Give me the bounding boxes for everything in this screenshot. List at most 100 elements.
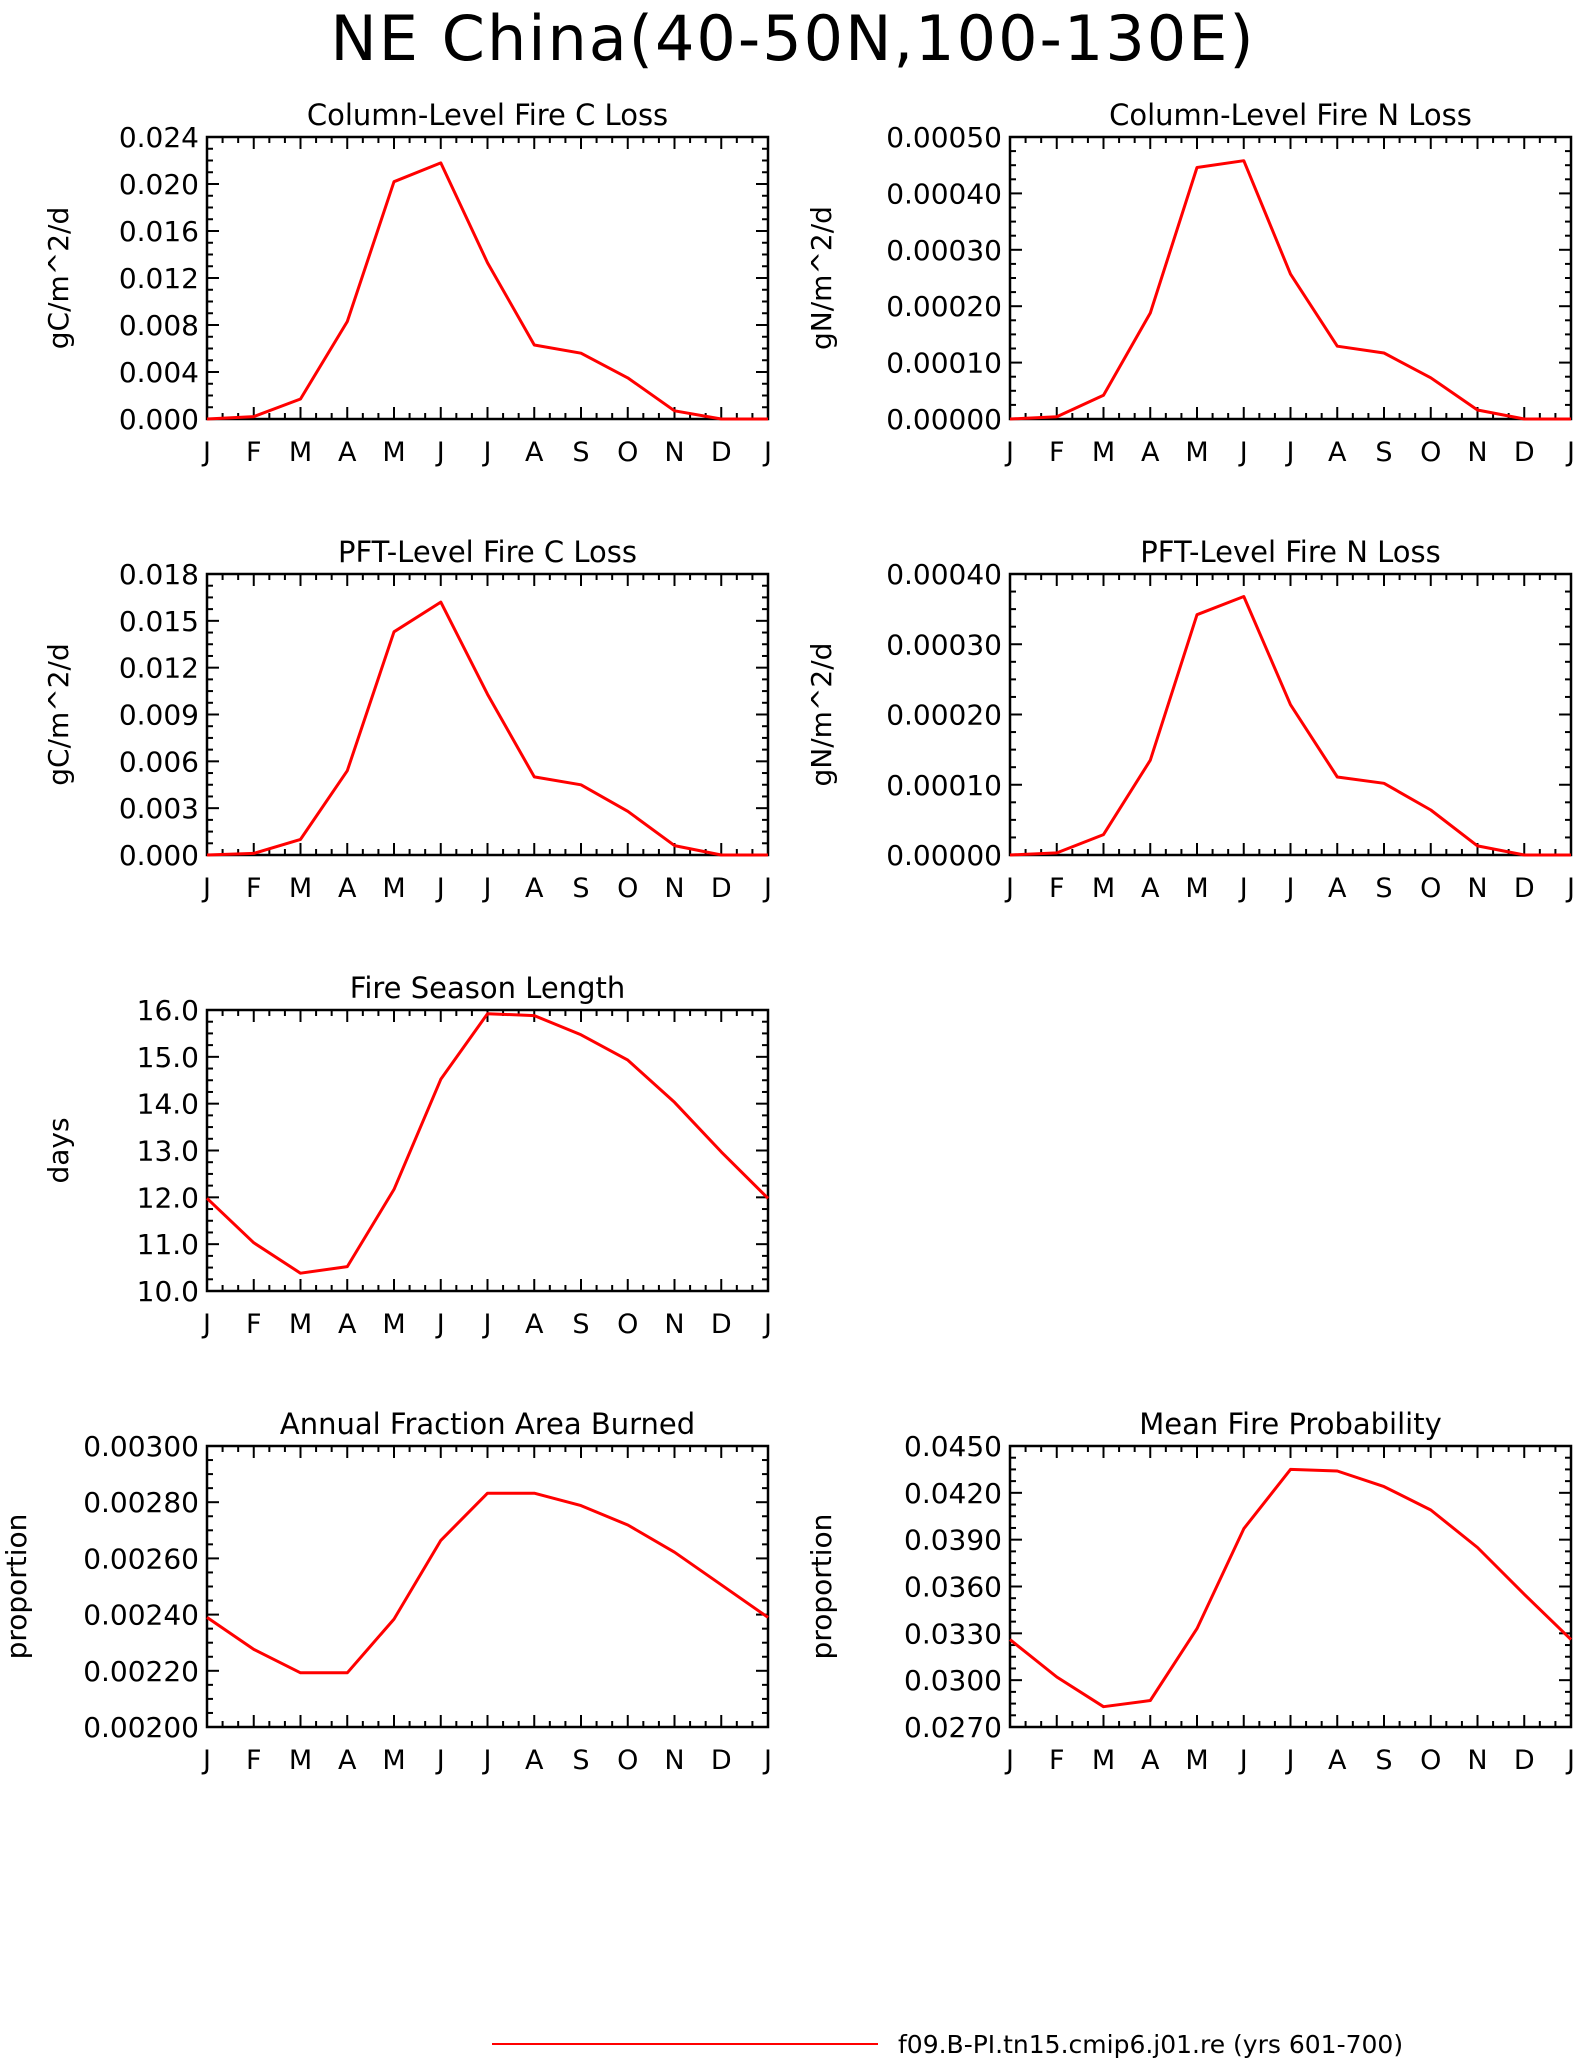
y-axis-label: proportion: [805, 1514, 838, 1660]
y-tick-label: 16.0: [137, 994, 199, 1027]
y-tick-label: 13.0: [137, 1135, 199, 1168]
y-tick-label: 15.0: [137, 1041, 199, 1074]
x-tick-label: S: [1375, 873, 1392, 904]
x-tick-label: J: [1004, 873, 1014, 904]
plot-frame: [205, 572, 770, 857]
x-tick-label: M: [1092, 873, 1115, 904]
y-tick-label: 0.0270: [904, 1711, 1002, 1744]
x-tick-label: J: [435, 437, 445, 468]
x-tick-label: S: [1375, 1745, 1392, 1776]
series-line: [1009, 1467, 1573, 1709]
x-tick-label: A: [1141, 1745, 1160, 1776]
x-tick-label: O: [617, 1309, 638, 1340]
chart-title: Column-Level Fire N Loss: [1109, 98, 1472, 132]
x-tick-label: N: [664, 873, 684, 904]
y-tick-label: 0.00010: [886, 347, 1002, 380]
x-tick-label: A: [1328, 437, 1347, 468]
x-tick-label: J: [1285, 873, 1295, 904]
x-tick-label: F: [246, 1745, 262, 1776]
x-tick-label: J: [1238, 437, 1248, 468]
y-tick-label: 10.0: [137, 1275, 199, 1308]
x-tick-label: D: [1514, 1745, 1535, 1776]
y-tick-label: 0.00040: [886, 177, 1002, 210]
x-tick-label: S: [1375, 437, 1392, 468]
y-tick-label: 0.00260: [83, 1542, 199, 1575]
y-tick-label: 0.0450: [904, 1430, 1002, 1463]
x-tick-label: D: [1514, 437, 1535, 468]
x-tick-label: F: [246, 437, 262, 468]
series-line: [205, 1012, 770, 1275]
y-tick-label: 0.020: [119, 168, 199, 201]
plot-frame: [205, 1008, 770, 1293]
legend: f09.B-PI.tn15.cmip6.j01.re (yrs 601-700): [492, 2030, 1403, 2059]
plot-frame: [1008, 135, 1573, 421]
x-tick-label: M: [382, 873, 405, 904]
chart-title: Mean Fire Probability: [1139, 1407, 1442, 1441]
y-tick-label: 0.00020: [886, 290, 1002, 323]
x-tick-label: N: [1467, 1745, 1487, 1776]
y-tick-label: 0.00050: [886, 121, 1002, 154]
series-line: [206, 1491, 769, 1675]
y-tick-label: 11.0: [137, 1228, 199, 1261]
legend-label: f09.B-PI.tn15.cmip6.j01.re (yrs 601-700): [898, 2030, 1403, 2059]
x-tick-label: O: [1420, 1745, 1441, 1776]
x-tick-label: J: [482, 437, 492, 468]
x-tick-label: J: [1565, 873, 1575, 904]
y-axis-label: gC/m^2/d: [42, 643, 75, 786]
y-tick-label: 0.006: [119, 745, 199, 778]
chart-title: Fire Season Length: [350, 971, 625, 1005]
y-tick-label: 0.00030: [886, 234, 1002, 267]
y-tick-label: 0.015: [119, 605, 199, 638]
y-tick-label: 0.0300: [904, 1664, 1002, 1697]
series-line: [1009, 595, 1571, 857]
x-tick-label: J: [1004, 437, 1014, 468]
y-tick-label: 0.00220: [83, 1655, 199, 1688]
y-axis-label: gN/m^2/d: [805, 206, 838, 350]
x-tick-label: M: [1185, 873, 1208, 904]
x-tick-label: D: [711, 873, 732, 904]
y-tick-label: 0.00000: [886, 403, 1002, 436]
y-tick-label: 0.012: [119, 262, 199, 295]
x-tick-label: S: [572, 1745, 589, 1776]
y-axis-label: days: [42, 1117, 75, 1183]
y-tick-label: 0.004: [119, 356, 199, 389]
plot-frame: [1008, 572, 1573, 857]
x-tick-label: J: [762, 1309, 772, 1340]
x-tick-label: A: [525, 437, 544, 468]
x-tick-label: A: [525, 1745, 544, 1776]
series-line: [206, 161, 768, 421]
x-tick-label: O: [617, 1745, 638, 1776]
y-tick-label: 0.012: [119, 652, 199, 685]
x-tick-label: J: [762, 1745, 772, 1776]
x-tick-label: J: [435, 1309, 445, 1340]
x-tick-label: J: [1285, 1745, 1295, 1776]
y-tick-label: 0.00020: [886, 699, 1002, 732]
x-tick-label: F: [246, 1309, 262, 1340]
x-tick-label: A: [525, 1309, 544, 1340]
x-tick-label: S: [572, 437, 589, 468]
y-axis-label: gC/m^2/d: [42, 207, 75, 350]
y-tick-label: 0.00040: [886, 558, 1002, 591]
x-tick-label: J: [762, 873, 772, 904]
x-tick-label: J: [762, 437, 772, 468]
x-tick-label: M: [289, 873, 312, 904]
y-tick-label: 0.018: [119, 558, 199, 591]
x-tick-label: M: [289, 1309, 312, 1340]
x-tick-label: J: [482, 873, 492, 904]
x-tick-label: N: [664, 437, 684, 468]
x-tick-label: J: [1238, 1745, 1248, 1776]
x-tick-label: O: [1420, 437, 1441, 468]
chart-title: Annual Fraction Area Burned: [280, 1407, 695, 1441]
x-tick-label: J: [1238, 873, 1248, 904]
x-tick-label: O: [1420, 873, 1441, 904]
y-tick-label: 0.024: [119, 121, 199, 154]
x-tick-label: M: [1092, 437, 1115, 468]
x-tick-label: M: [382, 1745, 405, 1776]
y-tick-label: 0.0360: [904, 1571, 1002, 1604]
x-tick-label: M: [289, 1745, 312, 1776]
